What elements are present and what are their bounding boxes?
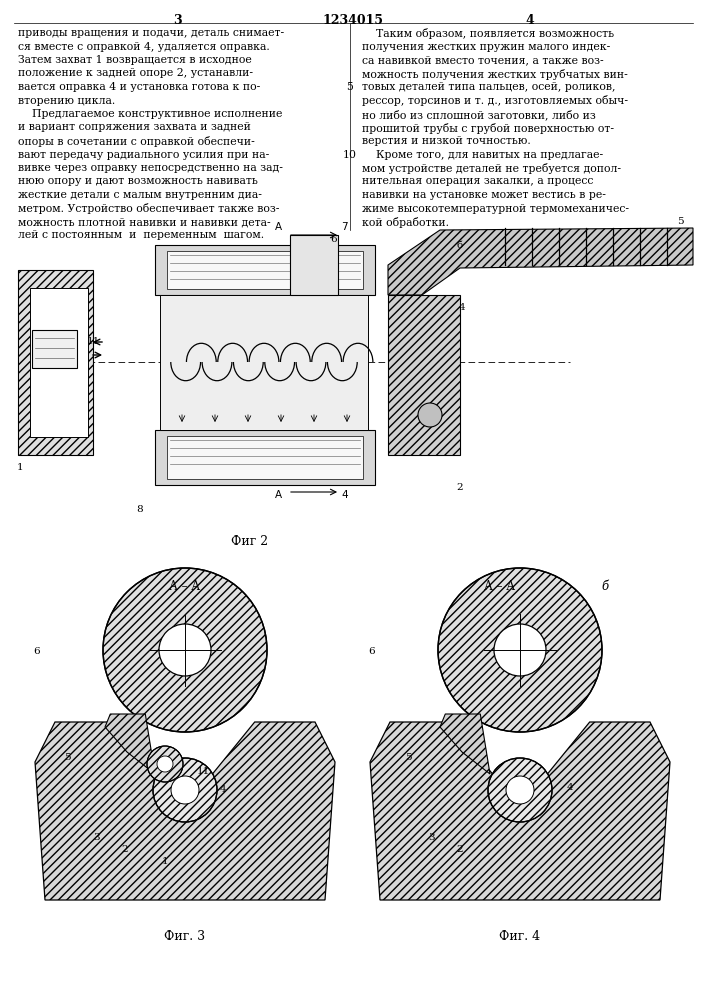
Text: вается оправка 4 и установка готова к по-: вается оправка 4 и установка готова к по… <box>18 82 260 92</box>
Text: 10: 10 <box>343 149 357 159</box>
Text: можность получения жестких трубчатых вин-: можность получения жестких трубчатых вин… <box>362 68 628 80</box>
Polygon shape <box>290 235 338 295</box>
Text: 4: 4 <box>459 304 465 312</box>
Text: вторению цикла.: вторению цикла. <box>18 96 115 105</box>
Text: 7: 7 <box>341 222 348 232</box>
Text: 11: 11 <box>197 768 209 776</box>
Text: 2: 2 <box>457 484 463 492</box>
Text: вают передачу радиального усилия при на-: вают передачу радиального усилия при на- <box>18 149 269 159</box>
Text: А – А: А – А <box>484 580 515 593</box>
Text: 6: 6 <box>368 648 375 656</box>
Polygon shape <box>167 251 363 289</box>
Circle shape <box>506 776 534 804</box>
Text: 5: 5 <box>404 752 411 762</box>
Polygon shape <box>155 430 375 485</box>
Text: 5: 5 <box>677 218 683 227</box>
Text: ся вместе с оправкой 4, удаляется оправка.: ся вместе с оправкой 4, удаляется оправк… <box>18 41 270 51</box>
Circle shape <box>418 403 442 427</box>
Circle shape <box>157 756 173 772</box>
Polygon shape <box>440 714 490 774</box>
Polygon shape <box>160 295 368 430</box>
Text: кой обработки.: кой обработки. <box>362 217 449 228</box>
Text: лей с постоянным  и  переменным  шагом.: лей с постоянным и переменным шагом. <box>18 231 264 240</box>
Text: Фиг. 3: Фиг. 3 <box>165 930 206 943</box>
Text: А: А <box>275 490 282 500</box>
Circle shape <box>494 624 546 676</box>
Text: нительная операция закалки, а процесс: нительная операция закалки, а процесс <box>362 176 593 186</box>
Circle shape <box>147 746 183 782</box>
Polygon shape <box>167 436 363 479</box>
Polygon shape <box>388 295 460 455</box>
Text: положение к задней опоре 2, устанавли-: положение к задней опоре 2, устанавли- <box>18 68 253 79</box>
Polygon shape <box>32 330 77 368</box>
Text: но либо из сплошной заготовки, либо из: но либо из сплошной заготовки, либо из <box>362 109 596 120</box>
Text: верстия и низкой точностью.: верстия и низкой точностью. <box>362 136 531 146</box>
Text: навивки на установке может вестись в ре-: навивки на установке может вестись в ре- <box>362 190 606 200</box>
Text: и вариант сопряжения захвата и задней: и вариант сопряжения захвата и задней <box>18 122 251 132</box>
Text: товых деталей типа пальцев, осей, роликов,: товых деталей типа пальцев, осей, ролико… <box>362 82 616 92</box>
Text: 5: 5 <box>64 752 70 762</box>
Polygon shape <box>18 270 93 455</box>
Text: 3: 3 <box>173 14 181 27</box>
Circle shape <box>171 776 199 804</box>
Text: Предлагаемое конструктивное исполнение: Предлагаемое конструктивное исполнение <box>18 109 282 119</box>
Text: 4: 4 <box>220 786 226 794</box>
Text: Фиг. 4: Фиг. 4 <box>499 930 541 943</box>
Text: 5: 5 <box>346 82 354 92</box>
Circle shape <box>153 758 217 822</box>
Text: А: А <box>275 222 282 232</box>
Text: 3: 3 <box>94 832 100 842</box>
Text: приводы вращения и подачи, деталь снимает-: приводы вращения и подачи, деталь снимае… <box>18 28 284 38</box>
Polygon shape <box>155 245 375 295</box>
Circle shape <box>488 758 552 822</box>
Polygon shape <box>370 722 670 900</box>
Text: б: б <box>457 241 463 250</box>
Text: 6: 6 <box>331 235 337 244</box>
Text: 1: 1 <box>162 857 168 866</box>
Text: б: б <box>602 580 609 593</box>
Text: 4: 4 <box>525 14 534 27</box>
Circle shape <box>438 568 602 732</box>
Text: 11: 11 <box>86 338 100 347</box>
Text: 2: 2 <box>457 846 463 854</box>
Text: 4: 4 <box>567 782 573 792</box>
Text: 6: 6 <box>34 648 40 656</box>
Circle shape <box>159 624 211 676</box>
Text: А – А: А – А <box>170 580 201 593</box>
Text: Кроме того, для навитых на предлагае-: Кроме того, для навитых на предлагае- <box>362 149 603 159</box>
Text: метром. Устройство обеспечивает также воз-: метром. Устройство обеспечивает также во… <box>18 204 279 215</box>
Polygon shape <box>30 288 88 437</box>
Text: Затем захват 1 возвращается в исходное: Затем захват 1 возвращается в исходное <box>18 55 252 65</box>
Circle shape <box>103 568 267 732</box>
Text: са навивкой вместо точения, а также воз-: са навивкой вместо точения, а также воз- <box>362 55 604 65</box>
Text: жесткие детали с малым внутренним диа-: жесткие детали с малым внутренним диа- <box>18 190 262 200</box>
Text: 2: 2 <box>122 846 128 854</box>
Text: опоры в сочетании с оправкой обеспечи-: опоры в сочетании с оправкой обеспечи- <box>18 136 255 147</box>
Text: получения жестких пружин малого индек-: получения жестких пружин малого индек- <box>362 41 610 51</box>
Text: 3: 3 <box>428 832 436 842</box>
Text: нюю опору и дают возможность навивать: нюю опору и дают возможность навивать <box>18 176 258 186</box>
Text: жиме высокотемпературной термомеханичес-: жиме высокотемпературной термомеханичес- <box>362 204 629 214</box>
Text: прошитой трубы с грубой поверхностью от-: прошитой трубы с грубой поверхностью от- <box>362 122 614 133</box>
Text: можность плотной навивки и навивки дета-: можность плотной навивки и навивки дета- <box>18 217 271 227</box>
Polygon shape <box>35 722 335 900</box>
Text: Фиг 2: Фиг 2 <box>231 535 269 548</box>
Text: мом устройстве деталей не требуется допол-: мом устройстве деталей не требуется допо… <box>362 163 621 174</box>
Polygon shape <box>388 228 693 295</box>
Text: 1: 1 <box>17 464 23 473</box>
Text: 4: 4 <box>341 490 348 500</box>
Polygon shape <box>105 714 155 774</box>
Text: рессор, торсинов и т. д., изготовляемых обыч-: рессор, торсинов и т. д., изготовляемых … <box>362 96 628 106</box>
Text: Таким образом, появляется возможность: Таким образом, появляется возможность <box>362 28 614 39</box>
Text: 8: 8 <box>136 506 144 514</box>
Text: вивке через оправку непосредственно на зад-: вивке через оправку непосредственно на з… <box>18 163 283 173</box>
Text: 1234015: 1234015 <box>322 14 383 27</box>
